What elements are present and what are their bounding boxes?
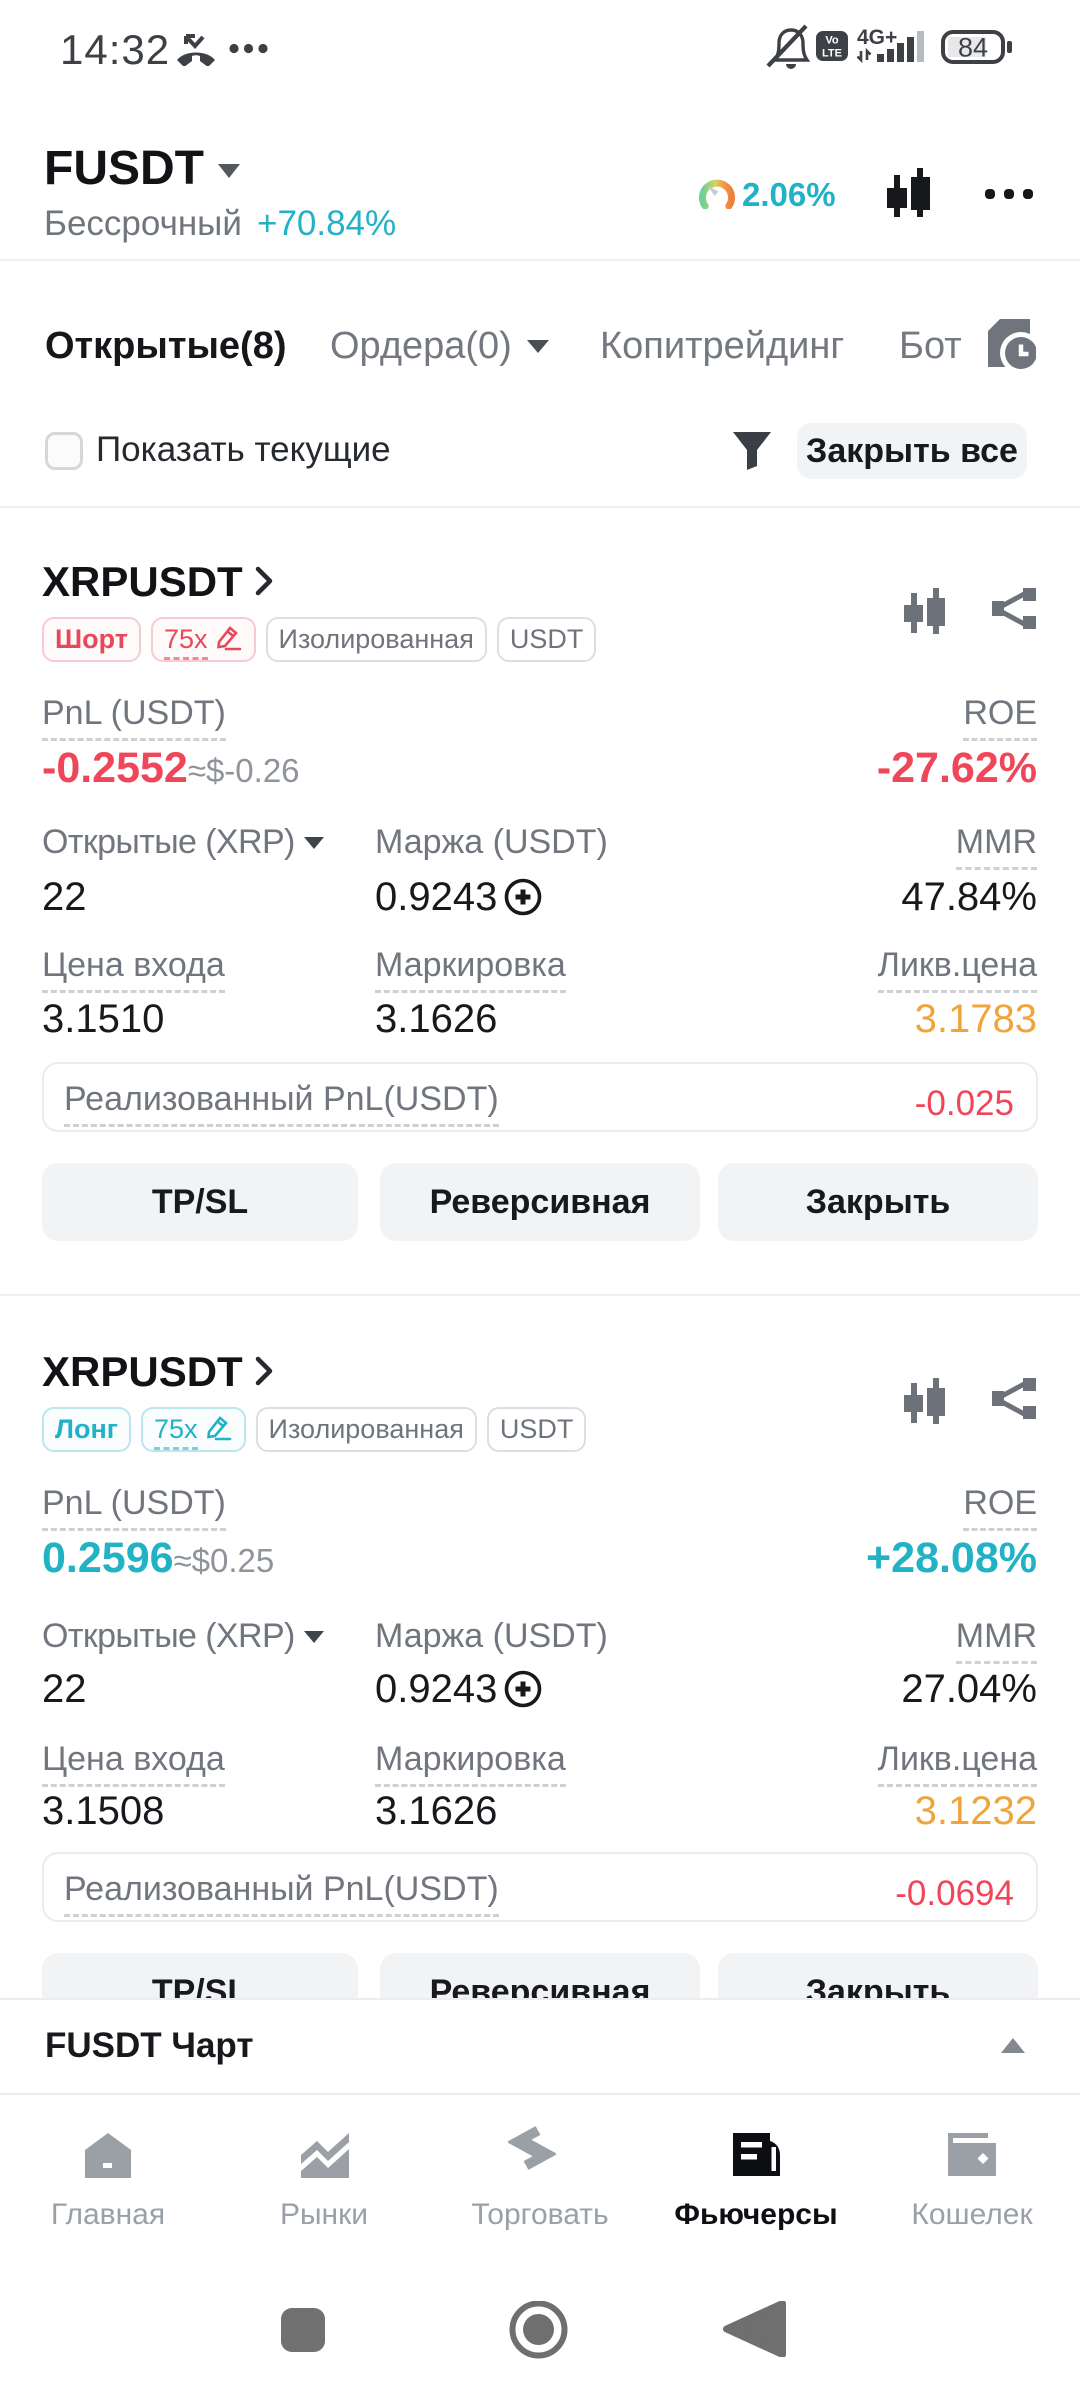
svg-text:LTE: LTE	[822, 48, 842, 60]
svg-text:4G+: 4G+	[857, 26, 897, 49]
svg-text:84: 84	[958, 33, 988, 63]
svg-text:Vo: Vo	[825, 35, 839, 47]
